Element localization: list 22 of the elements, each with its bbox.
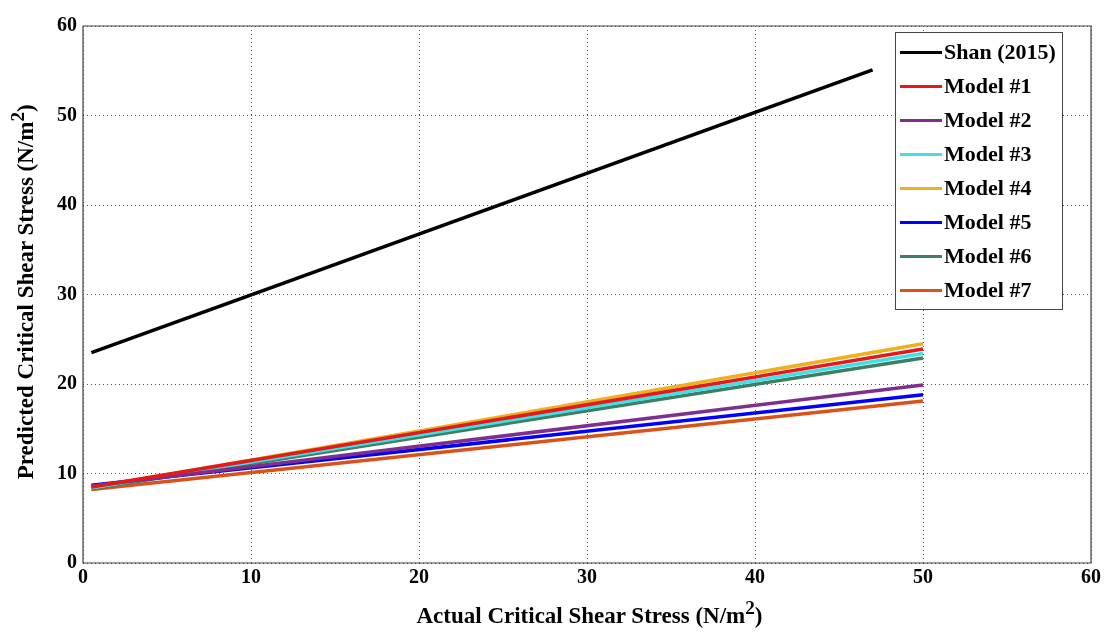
y-tick-label: 10 bbox=[57, 460, 77, 483]
y-tick-label: 50 bbox=[57, 102, 77, 125]
y-tick-label: 40 bbox=[57, 192, 77, 215]
legend-label: Model #4 bbox=[944, 175, 1032, 201]
legend-label: Model #7 bbox=[944, 277, 1032, 303]
legend-label: Model #3 bbox=[944, 141, 1032, 167]
y-tick-label: 0 bbox=[67, 550, 77, 573]
y-tick-label: 30 bbox=[57, 281, 77, 304]
x-tick-label: 40 bbox=[745, 565, 765, 588]
x-tick-label: 20 bbox=[409, 565, 429, 588]
legend-label: Shan (2015) bbox=[944, 39, 1056, 65]
x-tick-label: 60 bbox=[1081, 565, 1101, 588]
legend-label: Model #2 bbox=[944, 107, 1032, 133]
legend-label: Model #1 bbox=[944, 73, 1032, 99]
legend-label: Model #5 bbox=[944, 209, 1032, 235]
x-tick-label: 30 bbox=[577, 565, 597, 588]
legend-label: Model #6 bbox=[944, 243, 1032, 269]
x-tick-label: 50 bbox=[913, 565, 933, 588]
y-tick-label: 60 bbox=[57, 13, 77, 36]
x-axis-title: Actual Critical Shear Stress (N/m$^{2}$) bbox=[415, 597, 764, 629]
y-tick-label: 20 bbox=[57, 371, 77, 394]
x-tick-label: 10 bbox=[241, 565, 261, 588]
